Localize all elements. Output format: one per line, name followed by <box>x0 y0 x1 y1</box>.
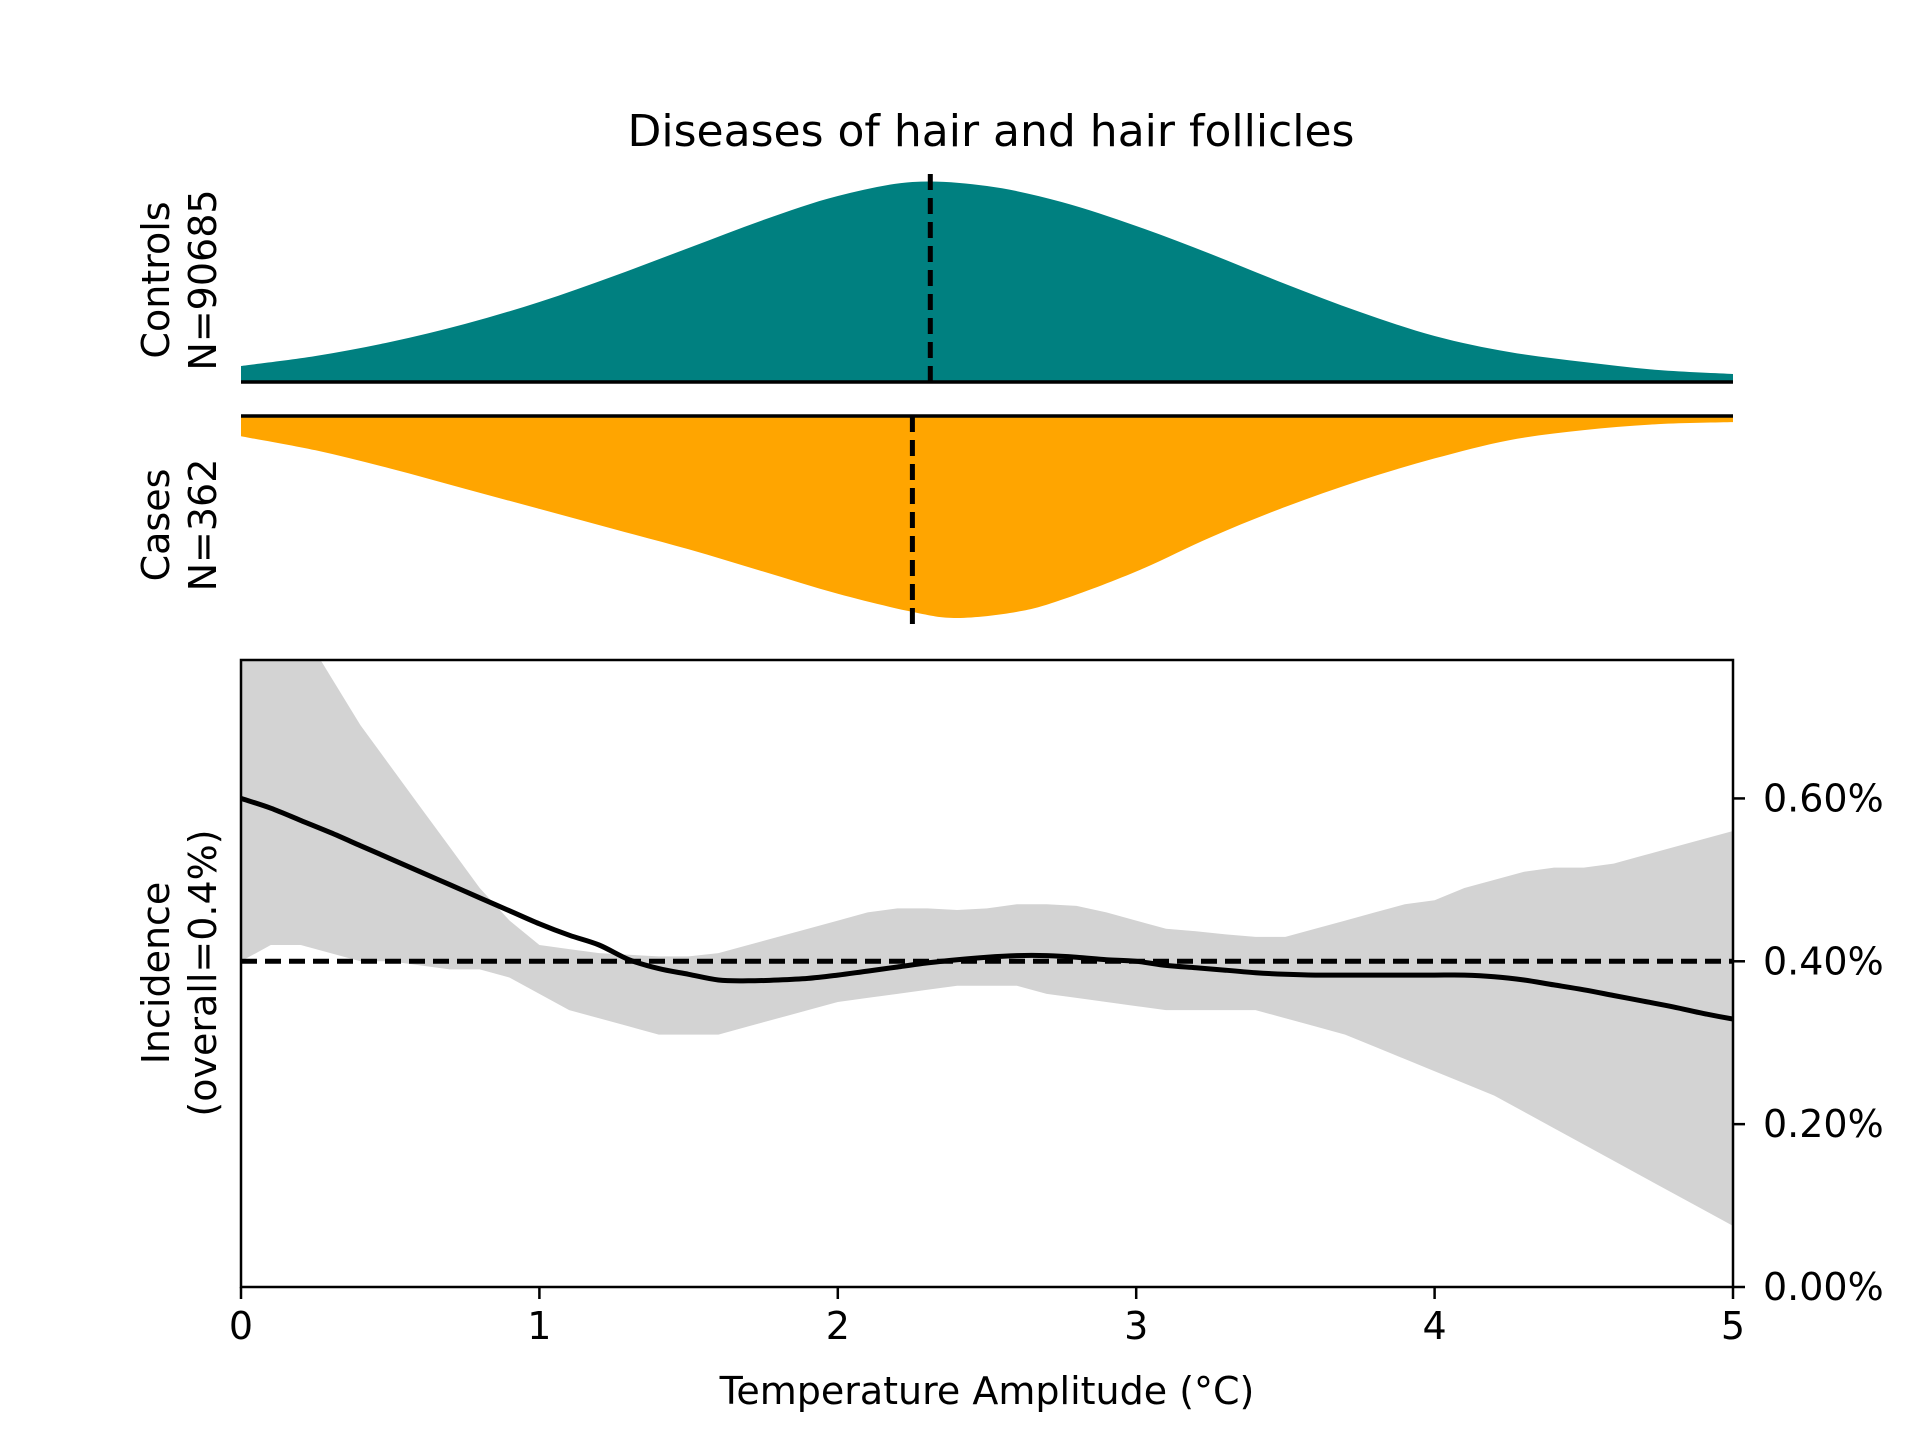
y-axis-ticks: 0.00% 0.20% 0.40% 0.60% <box>1733 776 1884 1309</box>
confidence-band <box>241 660 1733 1226</box>
incidence-panel: 0 1 2 3 4 5 0.00% 0.20% 0.40% 0.60% Incidence (o… <box>134 658 1884 1413</box>
incidence-ylabel-line1: Incidence <box>134 882 178 1065</box>
x-axis-ticks: 0 1 2 3 4 5 <box>229 1287 1745 1348</box>
chart-title: Diseases of hair and hair follicles <box>628 106 1355 157</box>
cases-n-label: N=362 <box>181 459 225 592</box>
cases-density-area <box>241 416 1733 618</box>
controls-label: Controls <box>134 201 178 358</box>
x-tick-label: 1 <box>527 1304 551 1348</box>
x-tick-label: 5 <box>1721 1304 1745 1348</box>
cases-label: Cases <box>134 469 178 582</box>
y-tick-label: 0.00% <box>1763 1265 1884 1309</box>
y-tick-label: 0.20% <box>1763 1102 1884 1146</box>
x-axis-label: Temperature Amplitude (°C) <box>719 1369 1255 1413</box>
controls-n-label: N=90685 <box>181 189 225 370</box>
x-tick-label: 2 <box>826 1304 850 1348</box>
incidence-axes-frame <box>239 658 1735 1289</box>
x-tick-label: 0 <box>229 1304 253 1348</box>
y-tick-label: 0.40% <box>1763 939 1884 983</box>
x-tick-label: 4 <box>1423 1304 1447 1348</box>
controls-panel: Controls N=90685 <box>134 174 1733 384</box>
cases-panel: Cases N=362 <box>134 414 1733 626</box>
controls-density-area <box>241 181 1733 382</box>
incidence-estimate-line <box>241 796 1733 1022</box>
x-tick-label: 3 <box>1124 1304 1148 1348</box>
y-tick-label: 0.60% <box>1763 776 1884 820</box>
incidence-ylabel-line2: (overall=0.4%) <box>181 829 225 1116</box>
